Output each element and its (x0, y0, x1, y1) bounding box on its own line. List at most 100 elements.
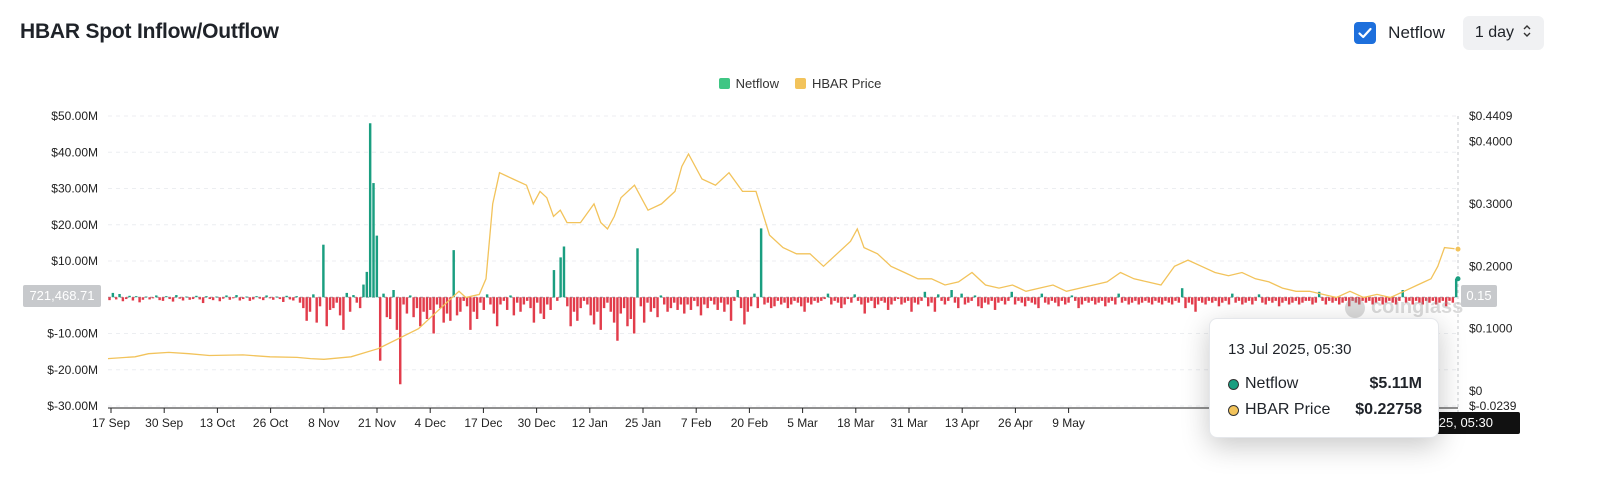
netflow-bar (1317, 291, 1321, 298)
chart-controls: Netflow 1 day (1354, 16, 1544, 50)
netflow-bar (1241, 297, 1244, 305)
netflow-bar (786, 297, 790, 309)
netflow-bar (1334, 297, 1338, 301)
netflow-bar (175, 295, 178, 298)
netflow-bar (1137, 297, 1140, 305)
netflow-bar (492, 297, 496, 314)
netflow-bar (1354, 297, 1358, 303)
x-tick-label: 7 Feb (681, 416, 712, 430)
tooltip-price-name: HBAR Price (1245, 401, 1331, 418)
netflow-toggle-label[interactable]: Netflow (1388, 23, 1445, 42)
netflow-bar (800, 297, 803, 307)
x-tick-label: 31 Mar (890, 416, 927, 430)
netflow-bar (1307, 297, 1311, 301)
netflow-bar (489, 297, 492, 305)
netflow-bar (439, 297, 442, 309)
netflow-bar (251, 297, 255, 300)
price-marker (1454, 245, 1462, 253)
netflow-bar (866, 297, 870, 303)
netflow-bar (325, 297, 328, 327)
page-title: HBAR Spot Inflow/Outflow (20, 20, 279, 43)
netflow-bar (1221, 297, 1224, 303)
netflow-bar (1451, 297, 1455, 303)
netflow-bar (1294, 297, 1298, 301)
netflow-bar (876, 297, 880, 305)
netflow-bar (1197, 297, 1201, 301)
netflow-bar (188, 297, 191, 300)
netflow-bar (525, 297, 529, 301)
netflow-bar (1180, 288, 1184, 298)
netflow-bar (1324, 297, 1328, 305)
netflow-checkbox[interactable] (1354, 22, 1377, 44)
netflow-bar (916, 297, 920, 305)
netflow-bar (522, 297, 526, 305)
netflow-bar (746, 297, 749, 312)
netflow-bar (863, 297, 866, 314)
y-left-tick-label: $-10.00M (47, 327, 98, 341)
x-tick-label: 26 Apr (998, 416, 1033, 430)
netflow-bar (769, 297, 773, 309)
x-tick-label: 9 May (1052, 416, 1085, 430)
netflow-bar (713, 297, 716, 305)
netflow-bar (1448, 297, 1451, 301)
netflow-bar (556, 297, 559, 301)
netflow-bar (973, 295, 977, 298)
netflow-bar (729, 297, 733, 321)
netflow-bar (519, 297, 522, 312)
netflow-bar (151, 297, 155, 299)
netflow-bar (1341, 297, 1344, 303)
netflow-bar (612, 297, 616, 323)
netflow-bar (419, 297, 422, 327)
netflow-bar (1291, 297, 1294, 303)
netflow-bar (429, 297, 432, 310)
netflow-bar (1368, 297, 1371, 301)
netflow-bar (586, 297, 589, 305)
netflow-bar (1321, 297, 1324, 301)
interval-select[interactable]: 1 day (1462, 16, 1544, 50)
netflow-bar (1371, 297, 1374, 305)
netflow-bar (823, 297, 826, 300)
legend-netflow[interactable]: Netflow (718, 76, 779, 91)
netflow-bar (1144, 297, 1147, 301)
netflow-bar (158, 297, 161, 301)
tooltip-netflow-dot (1228, 378, 1239, 390)
netflow-bar (679, 297, 683, 305)
netflow-bar (1327, 297, 1331, 301)
netflow-bar (906, 297, 910, 301)
netflow-bar (1401, 290, 1404, 298)
netflow-bar (1414, 297, 1418, 301)
netflow-bar (606, 297, 609, 303)
netflow-bar (896, 297, 900, 300)
netflow-bar (1117, 293, 1120, 298)
netflow-bar (482, 297, 485, 310)
netflow-bar (485, 294, 489, 298)
netflow-bar (1104, 297, 1107, 307)
x-tick-label: 13 Oct (200, 416, 236, 430)
netflow-bar (1110, 297, 1114, 301)
netflow-bar (940, 297, 943, 301)
netflow-bar (1257, 294, 1261, 298)
netflow-bar (1424, 297, 1428, 301)
netflow-bar (733, 297, 736, 301)
netflow-bar (305, 297, 308, 321)
netflow-bar (1087, 297, 1090, 303)
x-tick-label: 8 Nov (308, 416, 339, 430)
netflow-bar (913, 297, 917, 303)
netflow-bar (1364, 297, 1368, 303)
legend-price[interactable]: HBAR Price (795, 76, 881, 91)
netflow-bar (215, 296, 218, 298)
netflow-bar (135, 296, 138, 298)
netflow-bar (1160, 297, 1164, 305)
x-tick-label: 5 Mar (787, 416, 818, 430)
netflow-bar (365, 271, 369, 298)
netflow-bar (943, 297, 947, 305)
netflow-bar (1348, 297, 1351, 307)
netflow-bar (546, 297, 549, 305)
netflow-bar (739, 297, 743, 309)
y-left-tick-label: $30.00M (51, 182, 98, 196)
netflow-bar (1130, 297, 1134, 303)
netflow-bar (893, 297, 897, 301)
price-line (107, 152, 1459, 360)
netflow-bar (422, 297, 425, 312)
